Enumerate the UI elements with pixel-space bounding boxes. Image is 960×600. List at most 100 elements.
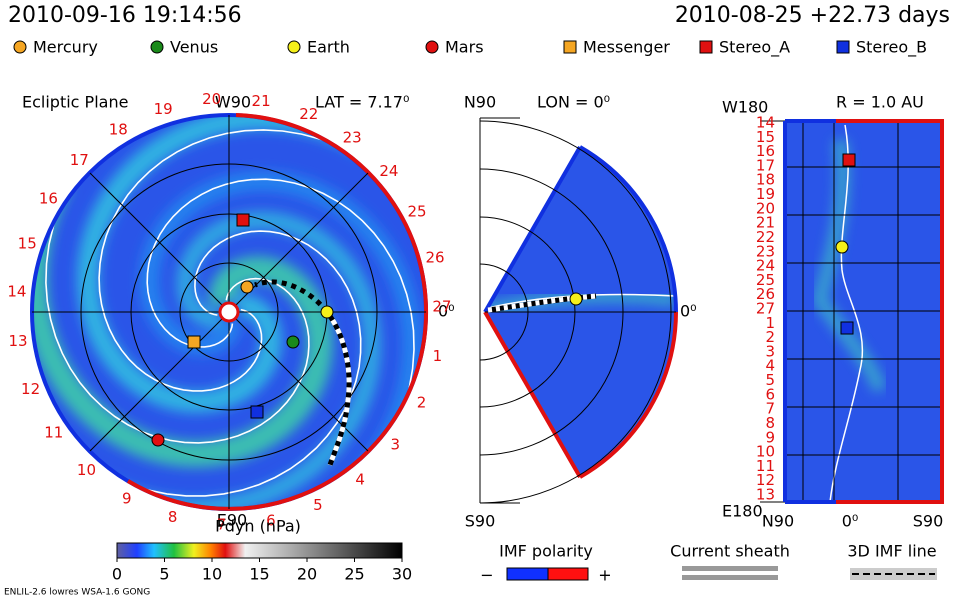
imf-line [254, 279, 329, 314]
day-label: 16 [39, 190, 58, 208]
ecliptic-lat: LAT = 7.17⁰ [315, 93, 409, 112]
sun [218, 301, 240, 323]
day-label: 22 [299, 105, 318, 123]
day-label: 17 [756, 156, 775, 174]
day-label: 7 [217, 515, 227, 533]
colorbar-tick-label: 25 [344, 565, 364, 584]
day-label: 9 [122, 489, 132, 507]
day-label: 21 [756, 214, 775, 232]
day-label: 22 [756, 228, 775, 246]
density-arm [32, 175, 333, 468]
colorbar-tick-label: 5 [159, 565, 169, 584]
day-label: 10 [77, 461, 96, 479]
day-label: 27 [432, 298, 451, 316]
legend-marker [836, 40, 850, 54]
density-arm [76, 115, 370, 413]
legend-label: Messenger [583, 38, 670, 57]
body-marker [240, 280, 254, 294]
legend-marker [699, 40, 713, 54]
day-label: 21 [252, 92, 271, 110]
day-label: 20 [756, 199, 775, 217]
legend-label: Mars [445, 38, 484, 57]
polarity-negative [506, 567, 549, 581]
legend-label: Stereo_A [719, 38, 790, 58]
day-label: 18 [109, 121, 128, 139]
colorbar-tick-label: 15 [249, 565, 269, 584]
imf-line-key [850, 568, 937, 580]
meridional-top: N90 [464, 93, 496, 112]
day-label: 7 [765, 400, 775, 418]
colorbar-tick-label: 10 [202, 565, 222, 584]
day-label: 16 [756, 142, 775, 160]
day-label: 6 [765, 385, 775, 403]
body-marker [835, 240, 849, 254]
meridional-field [485, 147, 675, 477]
radial-left: N90 [762, 512, 794, 531]
legend-label: Mercury [33, 38, 98, 57]
colorbar [116, 542, 403, 559]
meridional-grid [479, 117, 676, 504]
current-sheath-title: Current sheath [670, 542, 790, 561]
legend-marker [150, 40, 164, 54]
imf-minus: − [480, 566, 493, 585]
day-label: 24 [379, 162, 398, 180]
colorbar-tick-label: 30 [392, 565, 412, 584]
day-label: 14 [756, 114, 775, 132]
imf-spiral [98, 129, 421, 392]
day-label: 1 [433, 347, 443, 365]
polarity-positive [547, 567, 589, 581]
legend-marker [425, 40, 439, 54]
day-label: 3 [765, 342, 775, 360]
day-label: 9 [765, 428, 775, 446]
radial-border-red [836, 119, 944, 504]
day-label: 6 [266, 511, 276, 529]
imf-polarity-title: IMF polarity [499, 542, 593, 561]
meridional-bottom: S90 [465, 512, 496, 531]
body-marker [320, 305, 334, 319]
legend-label: Venus [170, 38, 218, 57]
day-label: 26 [426, 249, 445, 267]
legend-label: Stereo_B [856, 38, 927, 58]
day-label: 8 [168, 508, 178, 526]
day-label: 5 [313, 496, 323, 514]
radial-bottom: E180 [722, 502, 763, 521]
colorbar-title: Pdyn (nPa) [215, 517, 301, 536]
radial-center: 0⁰ [842, 512, 859, 531]
radial-grid [760, 120, 942, 503]
day-label: 15 [18, 234, 37, 252]
day-label: 26 [756, 285, 775, 303]
day-label: 4 [355, 470, 365, 488]
body-marker [151, 433, 165, 447]
body-marker [250, 405, 264, 419]
timestamp: 2010-09-16 19:14:56 [8, 3, 242, 28]
imf-line-title: 3D IMF line [847, 542, 936, 561]
radial-top: W180 [722, 98, 768, 117]
day-label: 2 [765, 328, 775, 346]
ecliptic-border-red [126, 113, 429, 511]
day-label: 12 [756, 471, 775, 489]
day-label: 11 [44, 424, 63, 442]
ecliptic-top: W90 [215, 93, 251, 112]
imf-line [487, 293, 597, 313]
density-arm [99, 211, 382, 509]
day-label: 11 [756, 457, 775, 475]
colorbar-tick-label: 0 [112, 565, 122, 584]
run-time: 2010-08-25 +22.73 days [675, 3, 950, 28]
legend-marker [287, 40, 301, 54]
body-marker [187, 335, 201, 349]
legend-label: Earth [307, 38, 350, 57]
imf-spiral [43, 230, 362, 497]
day-label: 3 [391, 436, 401, 454]
day-label: 14 [7, 283, 26, 301]
day-label: 19 [154, 100, 173, 118]
ecliptic-bottom: E90 [217, 511, 247, 530]
body-marker [842, 153, 856, 167]
day-label: 12 [21, 380, 40, 398]
ecliptic-title: Ecliptic Plane [22, 93, 128, 112]
day-label: 25 [756, 271, 775, 289]
radial-title: R = 1.0 AU [836, 93, 924, 112]
radial-right: S90 [913, 512, 944, 531]
body-marker [286, 335, 300, 349]
day-label: 4 [765, 357, 775, 375]
meridional-lon: LON = 0⁰ [537, 93, 610, 112]
